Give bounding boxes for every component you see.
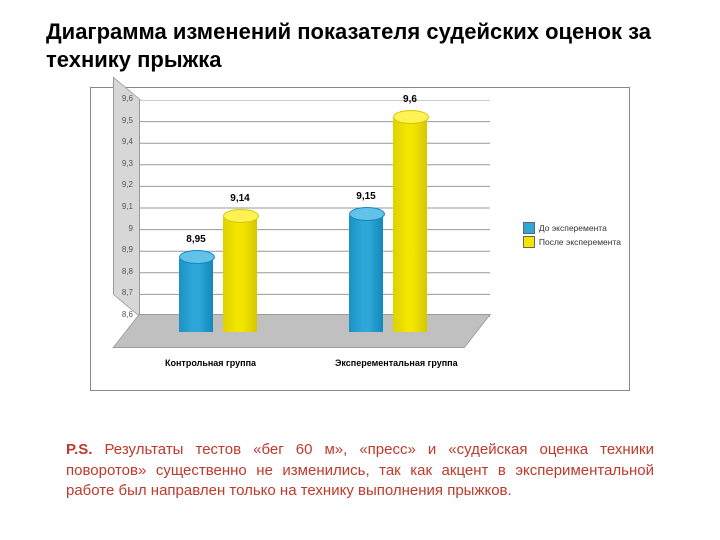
bar-cylinder: 8,95: [179, 256, 213, 332]
page-title: Диаграмма изменений показателя судейских…: [46, 18, 666, 73]
ps-lead: P.S.: [66, 441, 92, 458]
y-tick-label: 9,4: [95, 137, 133, 146]
bar-value-label: 9,14: [230, 193, 249, 204]
legend-item: После эксперемента: [523, 236, 621, 248]
chart-plot: 8,68,78,88,999,19,29,39,49,59,6 8,959,14…: [139, 100, 489, 348]
y-tick-label: 9,3: [95, 159, 133, 168]
y-tick-label: 8,7: [95, 288, 133, 297]
ps-body: Результаты тестов «бег 60 м», «пресс» и …: [66, 441, 654, 499]
bar-value-label: 9,15: [356, 191, 375, 202]
y-axis-ticks: 8,6 8,7 8,8 8,9 9 9,1 9,2 9,3 9,4 9,5 9,6: [95, 94, 133, 318]
y-tick-label: 8,9: [95, 245, 133, 254]
x-category-label: Эксперементальная группа: [335, 358, 458, 368]
bar-cylinder: 9,6: [393, 116, 427, 332]
chart-legend: До эксперемента После эксперемента: [523, 220, 621, 250]
y-tick-label: 9,1: [95, 202, 133, 211]
y-tick-label: 8,6: [95, 310, 133, 319]
bar-value-label: 9,6: [403, 94, 417, 105]
bar-value-label: 8,95: [186, 234, 205, 245]
bar-cylinder: 9,15: [349, 213, 383, 332]
y-tick-label: 9,6: [95, 94, 133, 103]
postscript: P.S. Результаты тестов «бег 60 м», «прес…: [66, 440, 654, 501]
bar-cylinder: 9,14: [223, 215, 257, 332]
legend-swatch: [523, 236, 535, 248]
y-tick-label: 9: [95, 224, 133, 233]
y-tick-label: 9,2: [95, 180, 133, 189]
y-tick-label: 9,5: [95, 116, 133, 125]
legend-label: После эксперемента: [539, 237, 621, 247]
legend-label: До эксперемента: [539, 223, 607, 233]
chart-frame: 8,6 8,7 8,8 8,9 9 9,1 9,2 9,3 9,4 9,5 9,6 8,95 9,14…: [90, 87, 630, 391]
y-tick-label: 8,8: [95, 267, 133, 276]
legend-swatch: [523, 222, 535, 234]
chart-floor: [112, 314, 491, 348]
x-category-label: Контрольная группа: [165, 358, 256, 368]
slide: Диаграмма изменений показателя судейских…: [0, 0, 720, 540]
legend-item: До эксперемента: [523, 222, 621, 234]
